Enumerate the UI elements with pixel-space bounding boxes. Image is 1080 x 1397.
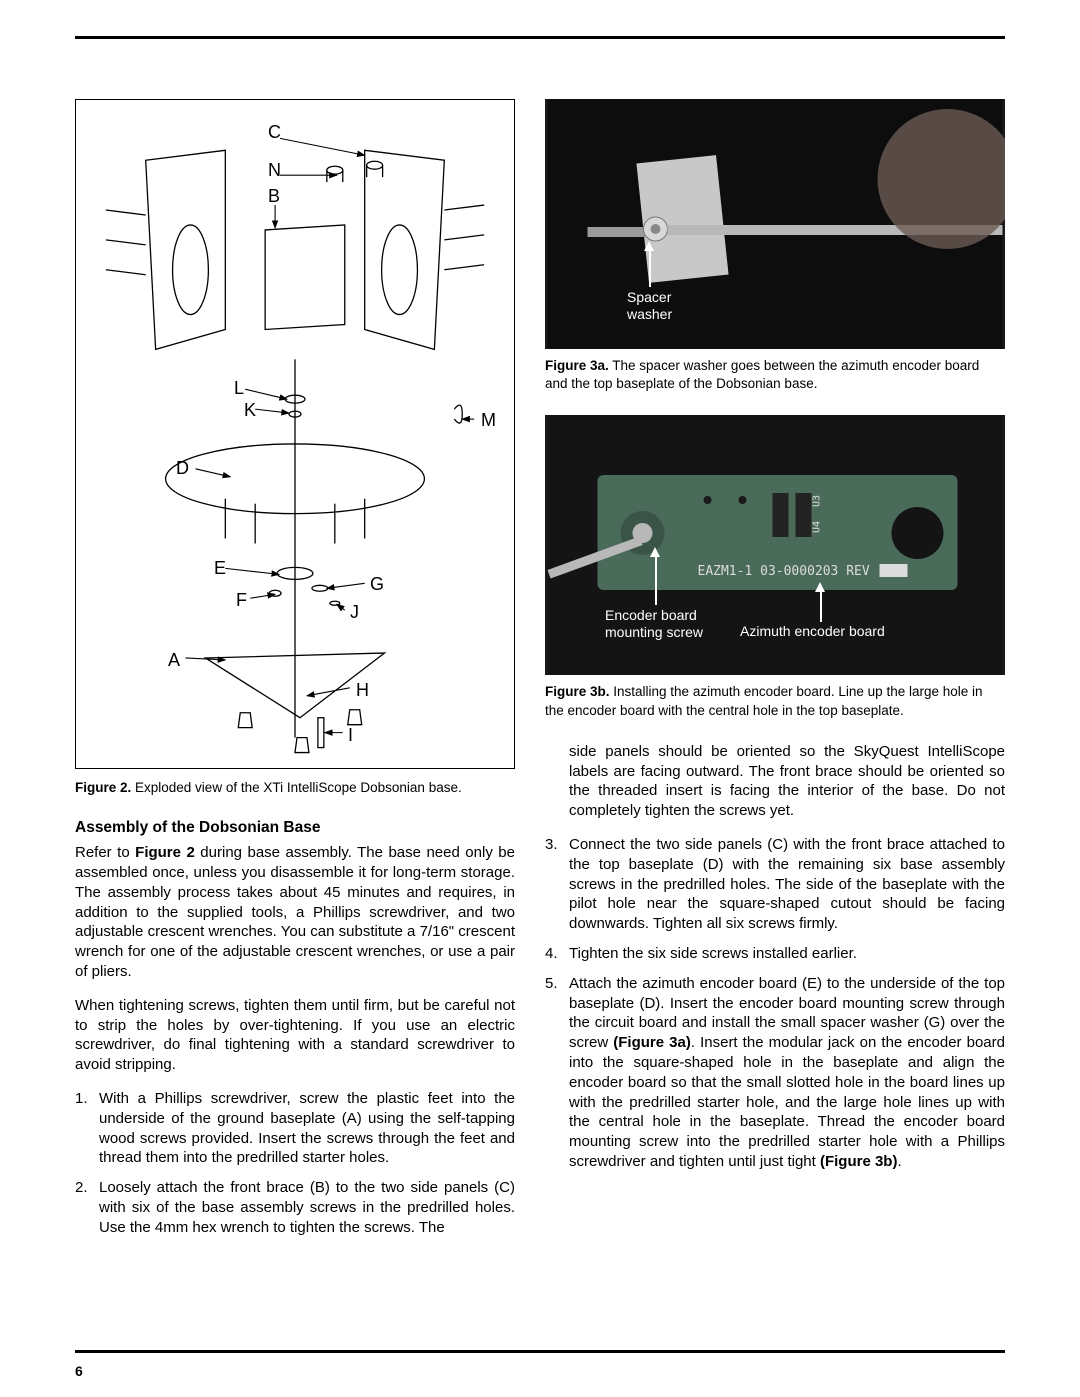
figure-3a-caption: Figure 3a. The spacer washer goes betwee…: [545, 357, 1005, 393]
fig2-label-N: N: [268, 160, 281, 181]
fig2-label-C: C: [268, 122, 281, 143]
para-2: When tightening screws, tighten them unt…: [75, 996, 515, 1075]
fig2-label-J: J: [350, 602, 359, 623]
step-5: 5. Attach the azimuth encoder board (E) …: [545, 974, 1005, 1172]
steps-left: With a Phillips screwdriver, screw the p…: [75, 1089, 515, 1238]
top-rule: [75, 36, 1005, 39]
fig2-label-A: A: [168, 650, 180, 671]
fig2-label-E: E: [214, 558, 226, 579]
fig2-label-K: K: [244, 400, 256, 421]
figure-2-diagram: C N B L K M D E F G J A H I: [75, 99, 515, 769]
fig2-label-D: D: [176, 458, 189, 479]
fig2-label-F: F: [236, 590, 247, 611]
fig3b-label-1: Encoder board mounting screw: [605, 607, 703, 641]
figure-3b-caption: Figure 3b. Installing the azimuth encode…: [545, 683, 1005, 719]
step-4: 4. Tighten the six side screws installed…: [545, 944, 1005, 964]
svg-text:U3: U3: [812, 495, 823, 507]
figure-3a-photo: Spacer washer: [545, 99, 1005, 349]
fig2-label-I: I: [348, 725, 353, 746]
fig2-label-G: G: [370, 574, 384, 595]
figure-2-svg: [76, 100, 514, 768]
fig2-label-H: H: [356, 680, 369, 701]
fig2-label-B: B: [268, 186, 280, 207]
step-3: 3. Connect the two side panels (C) with …: [545, 835, 1005, 934]
step-2: Loosely attach the front brace (B) to th…: [75, 1178, 515, 1237]
fig3b-label-2: Azimuth encoder board: [740, 623, 885, 640]
fig3a-label: Spacer washer: [627, 289, 672, 323]
fig2-caption-text: Exploded view of the XTi IntelliScope Do…: [131, 780, 461, 795]
page-number: 6: [75, 1363, 83, 1379]
bottom-rule: [75, 1350, 1005, 1353]
pcb-silkscreen: EAZM1-1 03-0000203 REV: [698, 564, 870, 579]
section-heading: Assembly of the Dobsonian Base: [75, 819, 515, 837]
fig2-label-L: L: [234, 378, 244, 399]
step-1: With a Phillips screwdriver, screw the p…: [75, 1089, 515, 1168]
para-1: Refer to Figure 2 during base assembly. …: [75, 843, 515, 982]
steps-right: 3. Connect the two side panels (C) with …: [545, 835, 1005, 1172]
step-2-continued: side panels should be oriented so the Sk…: [545, 742, 1005, 821]
fig2-caption-bold: Figure 2.: [75, 780, 131, 795]
figure-2-caption: Figure 2. Exploded view of the XTi Intel…: [75, 779, 515, 797]
figure-3b-photo: EAZM1-1 03-0000203 REV U3 U4 Encoder boa…: [545, 415, 1005, 675]
fig2-label-M: M: [481, 410, 496, 431]
svg-text:U4: U4: [812, 521, 823, 533]
